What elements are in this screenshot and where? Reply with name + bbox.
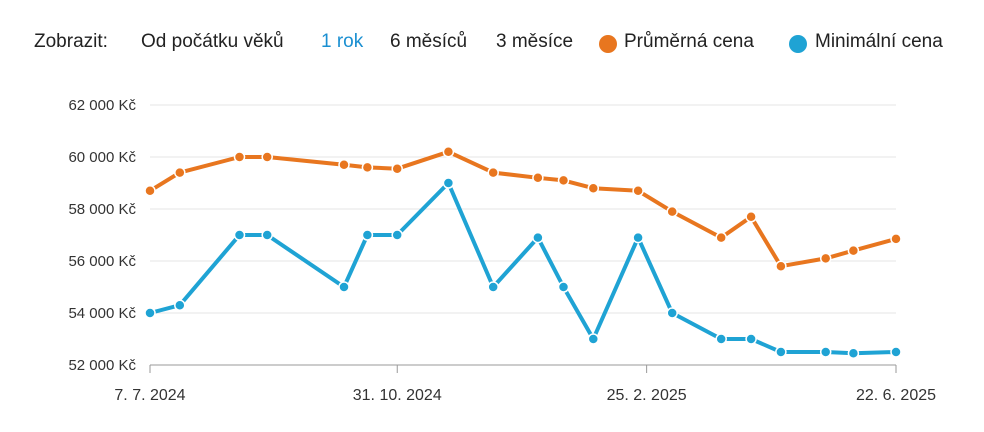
- data-point[interactable]: [144, 307, 156, 319]
- x-axis: [149, 364, 897, 373]
- y-tick-label: 56 000 Kč: [68, 253, 136, 270]
- data-point[interactable]: [715, 231, 727, 244]
- data-point[interactable]: [174, 299, 186, 311]
- data-point[interactable]: [890, 346, 902, 358]
- data-point[interactable]: [632, 231, 644, 244]
- data-point[interactable]: [532, 231, 544, 244]
- legend-minimum[interactable]: Minimální cena: [815, 31, 943, 52]
- data-point[interactable]: [233, 151, 246, 163]
- x-tick-label: 31. 10. 2024: [353, 387, 442, 404]
- data-point[interactable]: [819, 346, 832, 358]
- legend-minimum-dot-icon: [789, 35, 807, 53]
- data-point[interactable]: [715, 333, 727, 345]
- data-point[interactable]: [532, 172, 544, 184]
- series: [144, 146, 902, 360]
- data-point[interactable]: [890, 233, 902, 245]
- data-point[interactable]: [745, 333, 757, 345]
- series-average: [144, 146, 902, 272]
- legend-average-dot-icon: [599, 35, 617, 53]
- y-tick-label: 62 000 Kč: [68, 97, 136, 114]
- data-point[interactable]: [442, 146, 455, 158]
- data-point[interactable]: [233, 229, 246, 241]
- data-point[interactable]: [338, 159, 350, 171]
- data-point[interactable]: [487, 166, 499, 179]
- range-option-6-months[interactable]: 6 měsíců: [390, 31, 468, 52]
- series-minimum: [144, 177, 902, 360]
- data-point[interactable]: [338, 281, 350, 293]
- y-tick-label: 60 000 Kč: [68, 149, 136, 166]
- toolbar: Zobrazit: Od počátku věků 1 rok 6 měsíců…: [0, 0, 984, 84]
- data-point[interactable]: [361, 229, 374, 241]
- y-tick-label: 58 000 Kč: [68, 201, 136, 218]
- y-tick-label: 52 000 Kč: [68, 357, 136, 374]
- range-option-all-time[interactable]: Od počátku věků: [141, 31, 284, 52]
- x-tick-labels: 7. 7. 2024 31. 10. 2024 25. 2. 2025 22. 6. …: [114, 387, 936, 404]
- data-point[interactable]: [557, 281, 570, 293]
- y-axis: 62 000 Kč 60 000 Kč 58 000 Kč 56 000 Kč 54 0…: [68, 97, 136, 374]
- grid: [150, 104, 896, 314]
- data-point[interactable]: [666, 307, 678, 319]
- data-point[interactable]: [144, 185, 156, 197]
- range-selector-label: Zobrazit:: [34, 31, 108, 52]
- data-point[interactable]: [666, 205, 678, 218]
- x-tick-label: 25. 2. 2025: [607, 387, 687, 404]
- range-option-3-months[interactable]: 3 měsíce: [496, 31, 574, 52]
- series-line: [148, 149, 898, 269]
- data-point[interactable]: [819, 252, 832, 265]
- data-point[interactable]: [487, 281, 499, 293]
- y-tick-label: 54 000 Kč: [68, 305, 136, 322]
- data-point[interactable]: [557, 174, 570, 187]
- legend-average[interactable]: Průměrná cena: [624, 31, 754, 52]
- data-point[interactable]: [775, 260, 787, 272]
- data-point[interactable]: [261, 151, 273, 163]
- data-point[interactable]: [587, 333, 600, 345]
- data-point[interactable]: [745, 211, 757, 223]
- data-point[interactable]: [391, 162, 403, 175]
- data-point[interactable]: [261, 229, 273, 241]
- x-tick-label: 22. 6. 2025: [856, 387, 936, 404]
- data-point[interactable]: [587, 182, 600, 194]
- data-point[interactable]: [775, 346, 787, 358]
- data-point[interactable]: [361, 161, 374, 174]
- data-point[interactable]: [847, 347, 860, 360]
- data-point[interactable]: [391, 229, 403, 241]
- range-option-1-year[interactable]: 1 rok: [321, 31, 364, 52]
- data-point[interactable]: [442, 177, 455, 189]
- data-point[interactable]: [174, 166, 186, 179]
- data-point[interactable]: [847, 244, 860, 257]
- data-point[interactable]: [632, 185, 644, 197]
- x-tick-label: 7. 7. 2024: [114, 387, 185, 404]
